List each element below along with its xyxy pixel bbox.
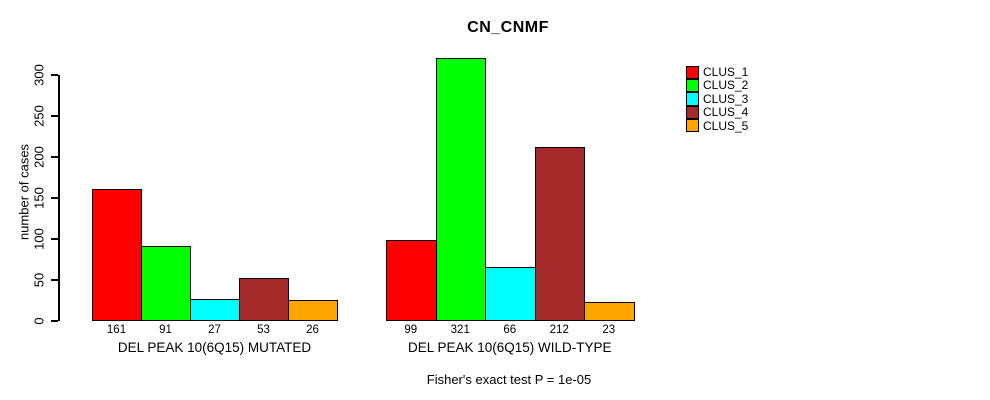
- bar-clus_3: [485, 266, 536, 321]
- y-axis-label: number of cases: [16, 143, 32, 241]
- bar-clus_2: [435, 57, 486, 321]
- y-tick-label: 100: [31, 228, 47, 250]
- bar-value-label: 91: [159, 324, 172, 336]
- category-label: DEL PEAK 10(6Q15) MUTATED: [117, 340, 312, 355]
- bar-clus_5: [584, 302, 635, 321]
- legend-label: CLUS_5: [703, 118, 749, 133]
- y-tick-label: 50: [31, 272, 47, 288]
- bar-value-label: 161: [106, 324, 127, 336]
- y-tick: [51, 74, 58, 76]
- y-tick: [51, 279, 58, 281]
- category-label: DEL PEAK 10(6Q15) WILD-TYPE: [407, 340, 612, 355]
- legend-swatch-clus_2: [686, 78, 700, 93]
- y-tick-label: 200: [31, 146, 47, 168]
- bar-clus_2: [141, 246, 191, 321]
- legend-swatch-clus_4: [686, 105, 700, 120]
- y-tick: [51, 156, 58, 158]
- bar-value-label: 321: [450, 324, 470, 336]
- y-axis-line: [58, 75, 60, 321]
- bar-value-label: 23: [602, 324, 616, 336]
- bar-clus_1: [386, 239, 437, 321]
- y-tick-label: 250: [31, 105, 47, 127]
- legend-swatch-clus_5: [686, 119, 700, 133]
- y-tick-label: 0: [31, 317, 47, 325]
- legend-label: CLUS_2: [703, 78, 749, 93]
- bar-clus_4: [239, 277, 289, 321]
- bar-value-label: 27: [208, 324, 221, 336]
- y-tick: [51, 115, 58, 117]
- bar-value-label: 212: [549, 324, 569, 336]
- legend-swatch-clus_3: [686, 92, 700, 106]
- y-tick-label: 300: [31, 64, 47, 86]
- bar-clus_4: [534, 147, 585, 321]
- y-tick: [51, 238, 58, 240]
- legend-label: CLUS_3: [703, 91, 749, 106]
- legend-swatch-clus_1: [686, 65, 700, 79]
- bar-value-label: 53: [257, 324, 270, 336]
- legend-label: CLUS_1: [703, 65, 749, 79]
- chart-title: CN_CNMF: [467, 19, 549, 36]
- bar-clus_3: [190, 298, 240, 321]
- y-tick-label: 150: [31, 187, 47, 209]
- bar-clus_5: [288, 299, 338, 321]
- bar-value-label: 66: [503, 324, 517, 336]
- y-tick: [51, 197, 58, 199]
- y-tick: [51, 320, 58, 322]
- footnote-fishers-test: Fisher's exact test P = 1e-05: [426, 372, 592, 387]
- bar-value-label: 26: [306, 324, 319, 336]
- bar-value-label: 99: [404, 324, 418, 336]
- bar-clus_1: [92, 188, 142, 321]
- legend-label: CLUS_4: [703, 105, 749, 120]
